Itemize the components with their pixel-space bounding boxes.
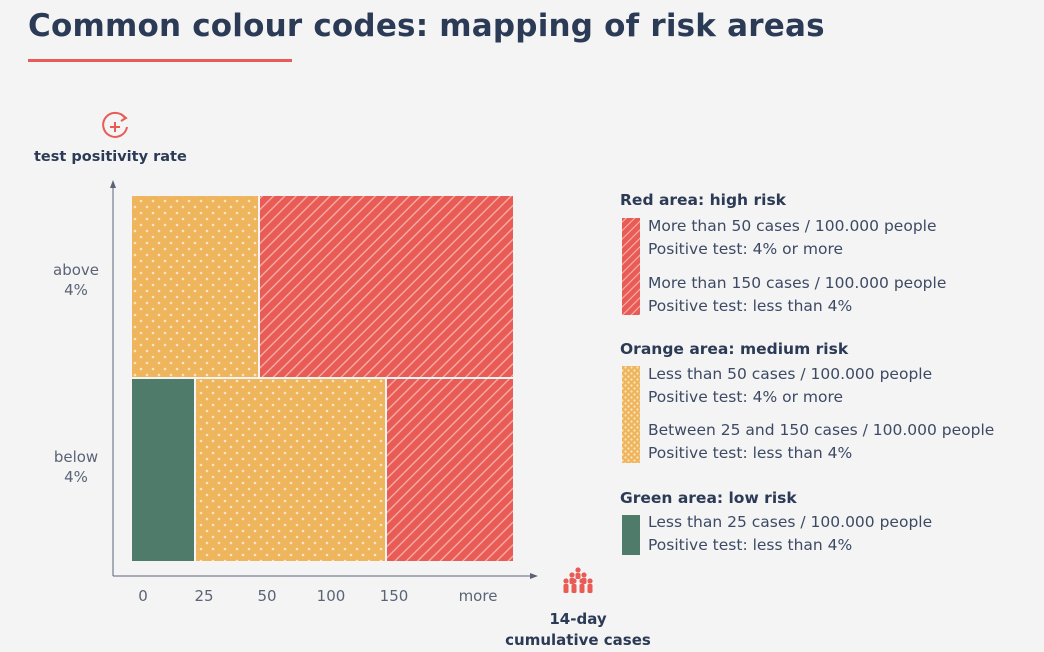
y-tick-above-line1: above bbox=[53, 261, 99, 279]
y-tick-above-line2: 4% bbox=[64, 281, 88, 299]
legend-green-heading: Green area: low risk bbox=[620, 489, 797, 507]
legend-red-heading: Red area: high risk bbox=[620, 191, 786, 209]
y-axis-arrow bbox=[110, 180, 116, 188]
x-axis-label: 14-day cumulative cases bbox=[488, 609, 668, 651]
people-group-icon bbox=[563, 567, 593, 593]
legend-orange-swatch bbox=[622, 366, 640, 463]
legend-red-line-2: Positive test: 4% or more bbox=[648, 240, 844, 258]
y-tick-below-line2: 4% bbox=[64, 468, 88, 486]
x-tick-more: more bbox=[458, 587, 498, 605]
x-tick-150: 150 bbox=[379, 587, 409, 605]
legend-orange-line-2: Positive test: 4% or more bbox=[648, 388, 844, 406]
legend-green-line-2: Positive test: less than 4% bbox=[648, 536, 853, 554]
y-axis-label: test positivity rate bbox=[34, 149, 187, 165]
y-tick-above: above 4% bbox=[36, 260, 116, 300]
region-orange-below bbox=[196, 379, 385, 561]
x-axis-label-line2: cumulative cases bbox=[505, 631, 651, 649]
legend-orange-line-3: Between 25 and 150 cases / 100.000 peopl… bbox=[648, 421, 995, 439]
legend-green-swatch bbox=[622, 515, 640, 555]
test-positivity-icon bbox=[102, 111, 128, 138]
legend-orange-heading: Orange area: medium risk bbox=[620, 340, 849, 358]
legend-red-line-4: Positive test: less than 4% bbox=[648, 297, 853, 315]
region-green-below bbox=[132, 379, 194, 561]
page-title: Common colour codes: mapping of risk are… bbox=[28, 8, 825, 44]
x-tick-50: 50 bbox=[257, 587, 277, 605]
x-tick-0: 0 bbox=[138, 587, 148, 605]
title-underline bbox=[28, 59, 292, 62]
x-tick-25: 25 bbox=[194, 587, 214, 605]
region-red-below bbox=[387, 379, 513, 561]
legend-green-line-1: Less than 25 cases / 100.000 people bbox=[648, 513, 933, 531]
legend-red-line-3: More than 150 cases / 100.000 people bbox=[648, 274, 947, 292]
legend-red-swatch bbox=[622, 218, 640, 315]
legend-orange-line-4: Positive test: less than 4% bbox=[648, 444, 853, 462]
x-tick-100: 100 bbox=[316, 587, 346, 605]
legend-red-line-1: More than 50 cases / 100.000 people bbox=[648, 217, 937, 235]
y-tick-below-line1: below bbox=[53, 448, 99, 466]
x-axis-label-line1: 14-day bbox=[549, 610, 607, 628]
region-orange-above bbox=[132, 196, 258, 377]
y-tick-below: below 4% bbox=[36, 447, 116, 487]
region-red-above bbox=[260, 196, 513, 377]
legend-orange-line-1: Less than 50 cases / 100.000 people bbox=[648, 365, 933, 383]
x-axis-arrow bbox=[530, 573, 538, 579]
